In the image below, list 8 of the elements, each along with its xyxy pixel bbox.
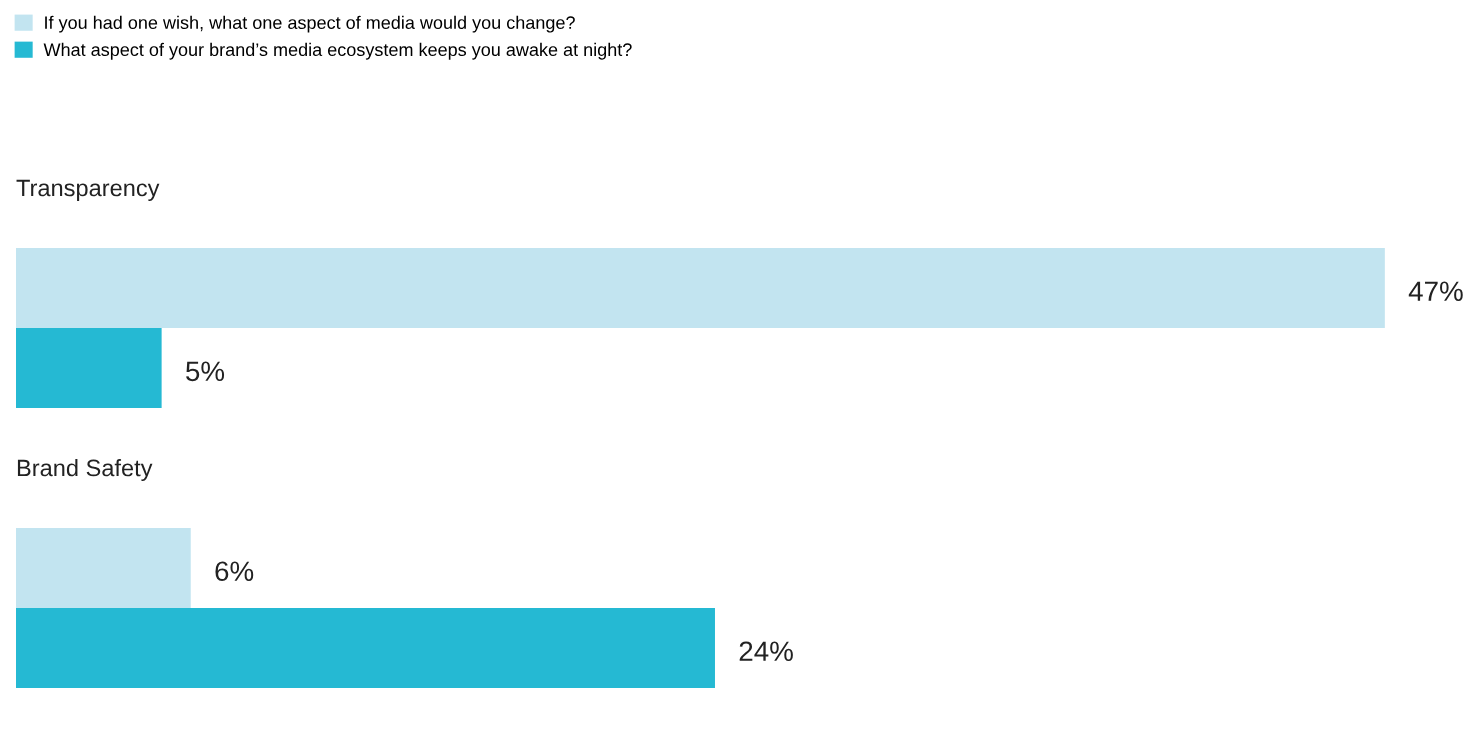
y-tick-label: Transparency	[16, 179, 160, 201]
y-tick-label: Brand Safety	[17, 458, 153, 481]
legend-label: What aspect of your brand’s media ecosystem keeps you awake at night?	[43, 42, 632, 60]
data-label: 47%	[1408, 281, 1463, 301]
data-label: 6%	[215, 561, 254, 582]
data-label: 5%	[186, 361, 225, 382]
data-label: 24%	[739, 641, 793, 662]
legend-label: If you had one wish, what one aspect of media would you change?	[45, 15, 575, 33]
